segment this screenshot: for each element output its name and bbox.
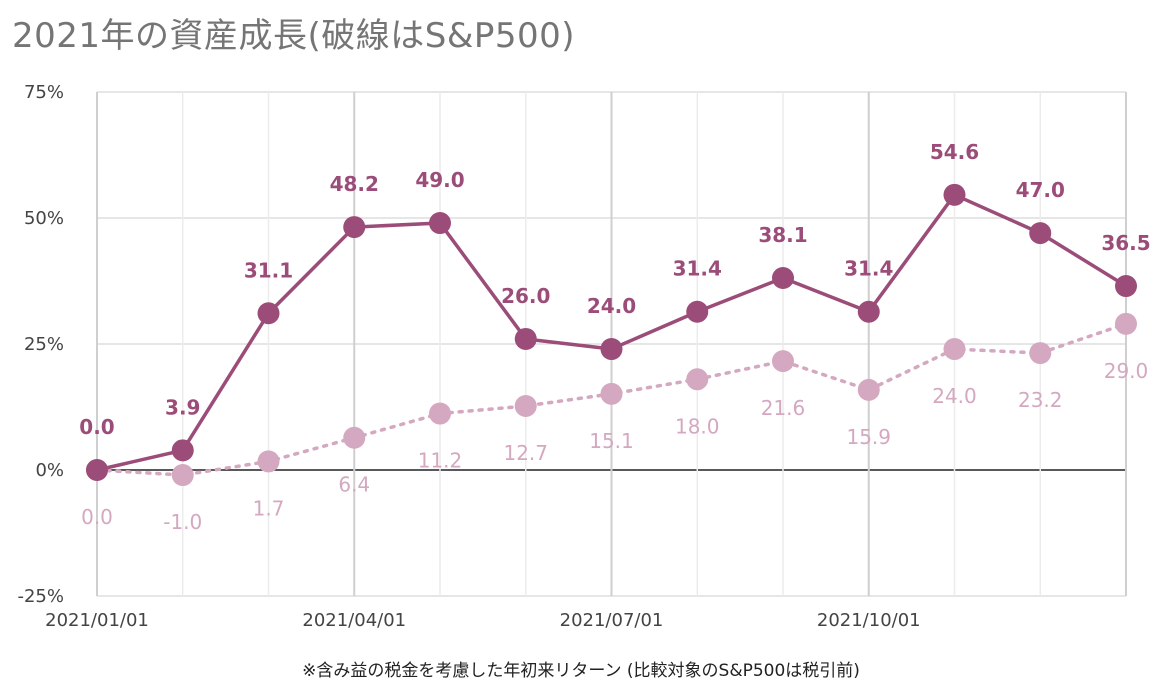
portfolio-data-label: 31.1 xyxy=(244,258,293,282)
sp500-data-label: 23.2 xyxy=(1018,388,1063,412)
portfolio-point xyxy=(429,212,451,235)
y-tick-label: 75% xyxy=(24,82,64,103)
sp500-point xyxy=(343,426,366,449)
x-tick-label: 2021/01/01 xyxy=(45,610,149,631)
sp500-data-label: 18.0 xyxy=(675,414,720,438)
sp500-data-label: 24.0 xyxy=(932,384,977,408)
portfolio-data-label: 38.1 xyxy=(758,223,807,247)
sp500-point xyxy=(514,394,537,417)
sp500-data-label: 12.7 xyxy=(503,441,548,465)
sp500-data-label: -1.0 xyxy=(163,510,202,534)
portfolio-data-label: 24.0 xyxy=(587,294,636,318)
portfolio-point xyxy=(943,183,966,206)
sp500-data-label: 11.2 xyxy=(418,449,463,473)
portfolio-data-label: 0.0 xyxy=(79,415,114,439)
sp500-point xyxy=(600,382,623,405)
portfolio-data-label: 54.6 xyxy=(930,140,979,164)
portfolio-point xyxy=(343,216,366,239)
sp500-point xyxy=(429,402,451,425)
sp500-point xyxy=(257,450,280,473)
portfolio-point xyxy=(171,439,194,462)
portfolio-data-label: 31.4 xyxy=(844,257,893,281)
sp500-data-label: 6.4 xyxy=(338,473,370,497)
sp500-point xyxy=(1115,312,1137,335)
portfolio-point xyxy=(1115,275,1137,298)
y-tick-label: 25% xyxy=(24,334,64,355)
sp500-data-label: 0.0 xyxy=(81,505,113,529)
portfolio-point xyxy=(600,338,623,361)
y-tick-label: 0% xyxy=(35,460,64,481)
sp500-data-label: 15.1 xyxy=(589,429,634,453)
portfolio-data-label: 3.9 xyxy=(165,395,200,419)
x-tick-label: 2021/10/01 xyxy=(817,610,921,631)
portfolio-data-label: 48.2 xyxy=(330,172,379,196)
sp500-point xyxy=(857,378,880,401)
portfolio-data-label: 47.0 xyxy=(1016,178,1065,202)
x-tick-label: 2021/07/01 xyxy=(560,610,664,631)
sp500-data-label: 29.0 xyxy=(1104,359,1149,383)
portfolio-point xyxy=(257,302,280,325)
y-tick-label: 50% xyxy=(24,208,64,229)
y-tick-label: -25% xyxy=(17,586,64,607)
portfolio-data-label: 31.4 xyxy=(673,257,722,281)
portfolio-point xyxy=(1029,222,1052,245)
label-layer: 0.0 0.0 3.9 -1.0 31.1 1.7 48.2 6.4 49.0 11.2 26.0 1… xyxy=(79,140,1150,534)
portfolio-data-label: 26.0 xyxy=(501,284,550,308)
portfolio-point xyxy=(857,300,880,323)
portfolio-point xyxy=(514,327,537,350)
sp500-point xyxy=(686,368,709,391)
chart-title: 2021年の資産成長(破線はS&P500) xyxy=(12,16,576,56)
sp500-data-label: 1.7 xyxy=(253,496,285,520)
portfolio-point xyxy=(686,300,709,323)
portfolio-point xyxy=(772,266,794,289)
sp500-data-label: 21.6 xyxy=(761,396,806,420)
portfolio-data-label: 36.5 xyxy=(1101,231,1150,255)
portfolio-point xyxy=(86,459,108,481)
footnote: ※含み益の税金を考慮した年初来リターン (比較対象のS&P500は税引前) xyxy=(302,661,860,681)
sp500-point xyxy=(772,350,794,373)
x-tick-label: 2021/04/01 xyxy=(302,610,406,631)
sp500-point xyxy=(943,338,966,361)
sp500-point xyxy=(171,464,194,487)
portfolio-data-label: 49.0 xyxy=(415,168,464,192)
sp500-data-label: 15.9 xyxy=(846,425,891,449)
sp500-point xyxy=(1029,342,1052,365)
series-layer xyxy=(86,183,1137,487)
